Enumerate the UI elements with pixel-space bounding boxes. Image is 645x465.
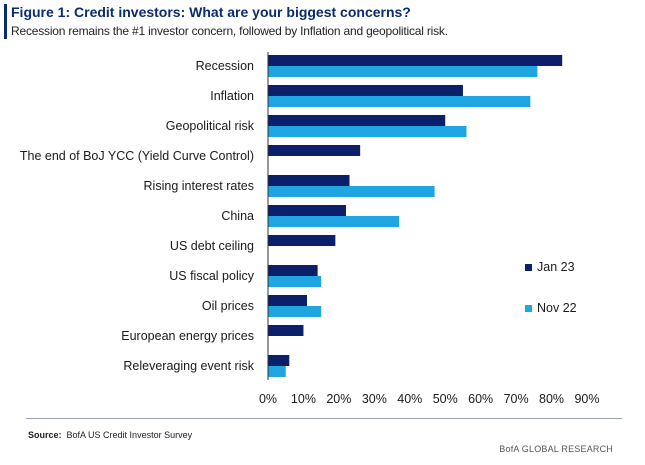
bar-jan-23-china [268, 205, 346, 216]
x-tick-label-10: 10% [291, 392, 316, 406]
brand-footer: BofA GLOBAL RESEARCH [499, 444, 613, 454]
figure-subtitle: Recession remains the #1 investor concer… [11, 24, 448, 38]
x-tick-label-80: 80% [539, 392, 564, 406]
category-label-us-fiscal-policy: US fiscal policy [169, 269, 254, 283]
x-tick-label-50: 50% [433, 392, 458, 406]
x-tick-label-70: 70% [504, 392, 529, 406]
bar-nov-22-rising-interest-rates [268, 186, 435, 197]
x-tick-label-90: 90% [574, 392, 599, 406]
bar-jan-23-releveraging-event-risk [268, 355, 290, 366]
bar-jan-23-us-fiscal-policy [268, 265, 318, 276]
category-label-european-energy-prices: European energy prices [121, 329, 254, 343]
legend-label-jan-23: Jan 23 [537, 260, 575, 274]
x-tick-label-60: 60% [468, 392, 493, 406]
category-label-the-end-of-boj-ycc-yield-curve-control: The end of BoJ YCC (Yield Curve Control) [20, 149, 254, 163]
x-tick-label-30: 30% [362, 392, 387, 406]
bar-nov-22-geopolitical-risk [268, 126, 467, 137]
footer-divider [26, 418, 622, 419]
bar-nov-22-recession [268, 66, 538, 77]
source-text: BofA US Credit Investor Survey [66, 430, 193, 440]
title-accent-bar [4, 4, 7, 39]
bar-nov-22-china [268, 216, 400, 227]
figure-title: Figure 1: Credit investors: What are you… [11, 4, 411, 20]
source-label: Source: [28, 430, 62, 440]
category-label-geopolitical-risk: Geopolitical risk [166, 119, 255, 133]
legend-swatch-nov-22 [525, 305, 532, 312]
bar-jan-23-geopolitical-risk [268, 115, 446, 126]
category-label-rising-interest-rates: Rising interest rates [144, 179, 254, 193]
category-label-recession: Recession [196, 59, 254, 73]
x-tick-label-40: 40% [397, 392, 422, 406]
bar-nov-22-us-fiscal-policy [268, 276, 322, 287]
bar-jan-23-european-energy-prices [268, 325, 304, 336]
legend-label-nov-22: Nov 22 [537, 301, 577, 315]
category-label-releveraging-event-risk: Releveraging event risk [123, 359, 254, 373]
category-label-us-debt-ceiling: US debt ceiling [170, 239, 254, 253]
bar-nov-22-releveraging-event-risk [268, 366, 286, 377]
bar-jan-23-us-debt-ceiling [268, 235, 336, 246]
category-label-inflation: Inflation [210, 89, 254, 103]
x-tick-label-0: 0% [259, 392, 277, 406]
category-label-china: China [221, 209, 254, 223]
source-note: Source: BofA US Credit Investor Survey [28, 430, 192, 440]
legend-swatch-jan-23 [525, 264, 532, 271]
bar-jan-23-the-end-of-boj-ycc-yield-curve-control [268, 145, 361, 156]
bar-jan-23-inflation [268, 85, 463, 96]
bar-nov-22-inflation [268, 96, 531, 107]
x-tick-label-20: 20% [326, 392, 351, 406]
category-label-oil-prices: Oil prices [202, 299, 254, 313]
bar-jan-23-oil-prices [268, 295, 307, 306]
bar-nov-22-oil-prices [268, 306, 322, 317]
bar-jan-23-rising-interest-rates [268, 175, 350, 186]
bar-jan-23-recession [268, 55, 563, 66]
